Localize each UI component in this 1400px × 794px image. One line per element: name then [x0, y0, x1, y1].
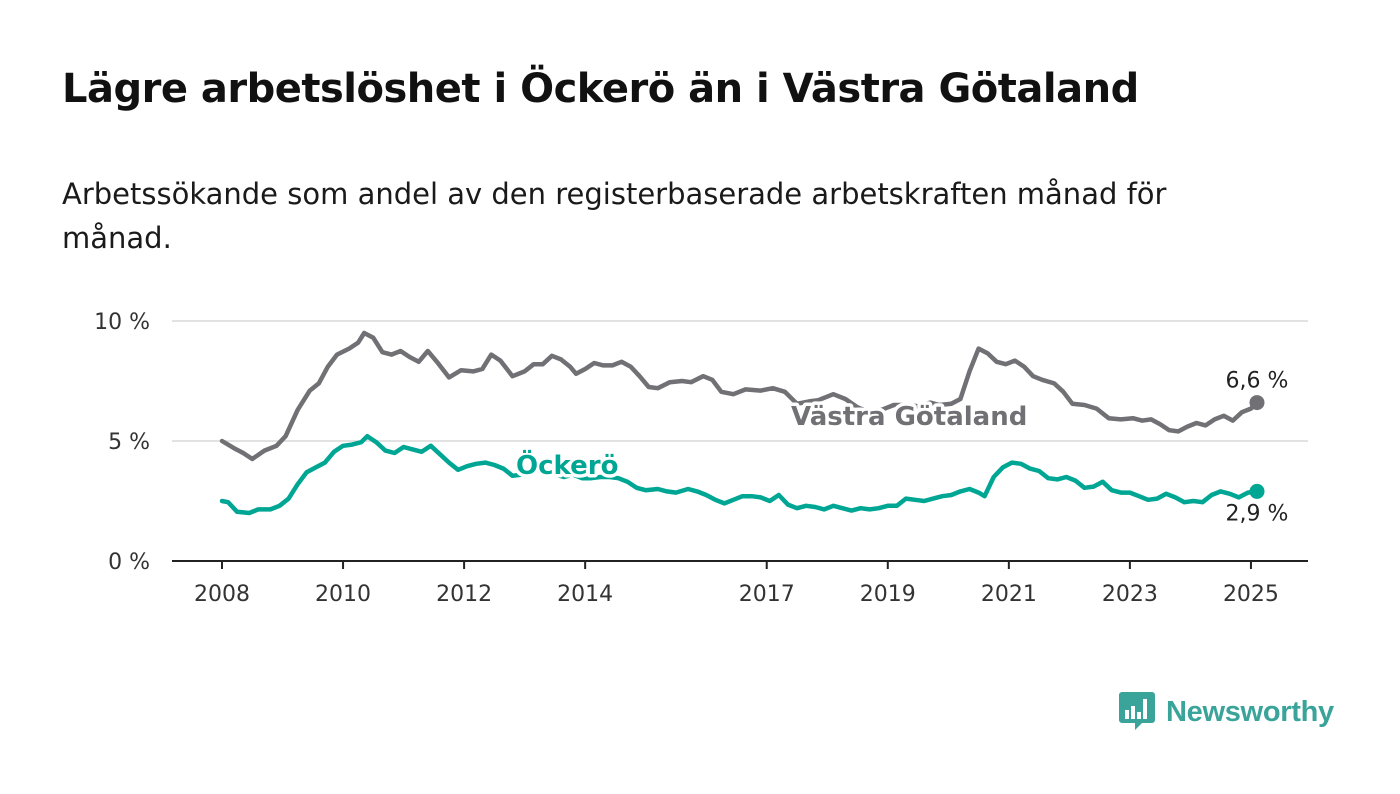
newsworthy-logo: Newsworthy [1118, 690, 1334, 734]
newsworthy-brand-name: Newsworthy [1166, 695, 1334, 728]
x-tick-label: 2010 [315, 582, 371, 607]
series-end-marker-1 [1249, 483, 1265, 499]
x-tick-label: 2008 [194, 582, 250, 607]
series-end-marker-0 [1249, 395, 1265, 411]
series-end-label-1: 2,9 % [1226, 501, 1289, 526]
series-end-label-0: 6,6 % [1226, 369, 1289, 394]
x-tick-label: 2012 [436, 582, 492, 607]
x-tick-label: 2014 [557, 582, 613, 607]
newsworthy-logo-icon [1119, 692, 1155, 730]
x-tick-label: 2017 [739, 582, 795, 607]
y-tick-label: 0 % [108, 550, 150, 575]
y-tick-label: 5 % [108, 430, 150, 455]
x-tick-label: 2025 [1223, 582, 1279, 607]
x-tick-label: 2019 [860, 582, 916, 607]
series-label-1: Öckerö [516, 448, 618, 481]
x-tick-label: 2021 [981, 582, 1037, 607]
series-label-0: Västra Götaland [791, 402, 1027, 432]
chart-subtitle: Arbetssökande som andel av den registerb… [62, 177, 1167, 255]
series-line-1 [219, 433, 1260, 516]
series-line-0 [219, 330, 1260, 462]
x-tick-label: 2023 [1102, 582, 1158, 607]
y-tick-label: 10 % [94, 310, 150, 335]
chart-title: Lägre arbetslöshet i Öckerö än i Västra … [62, 66, 1139, 112]
